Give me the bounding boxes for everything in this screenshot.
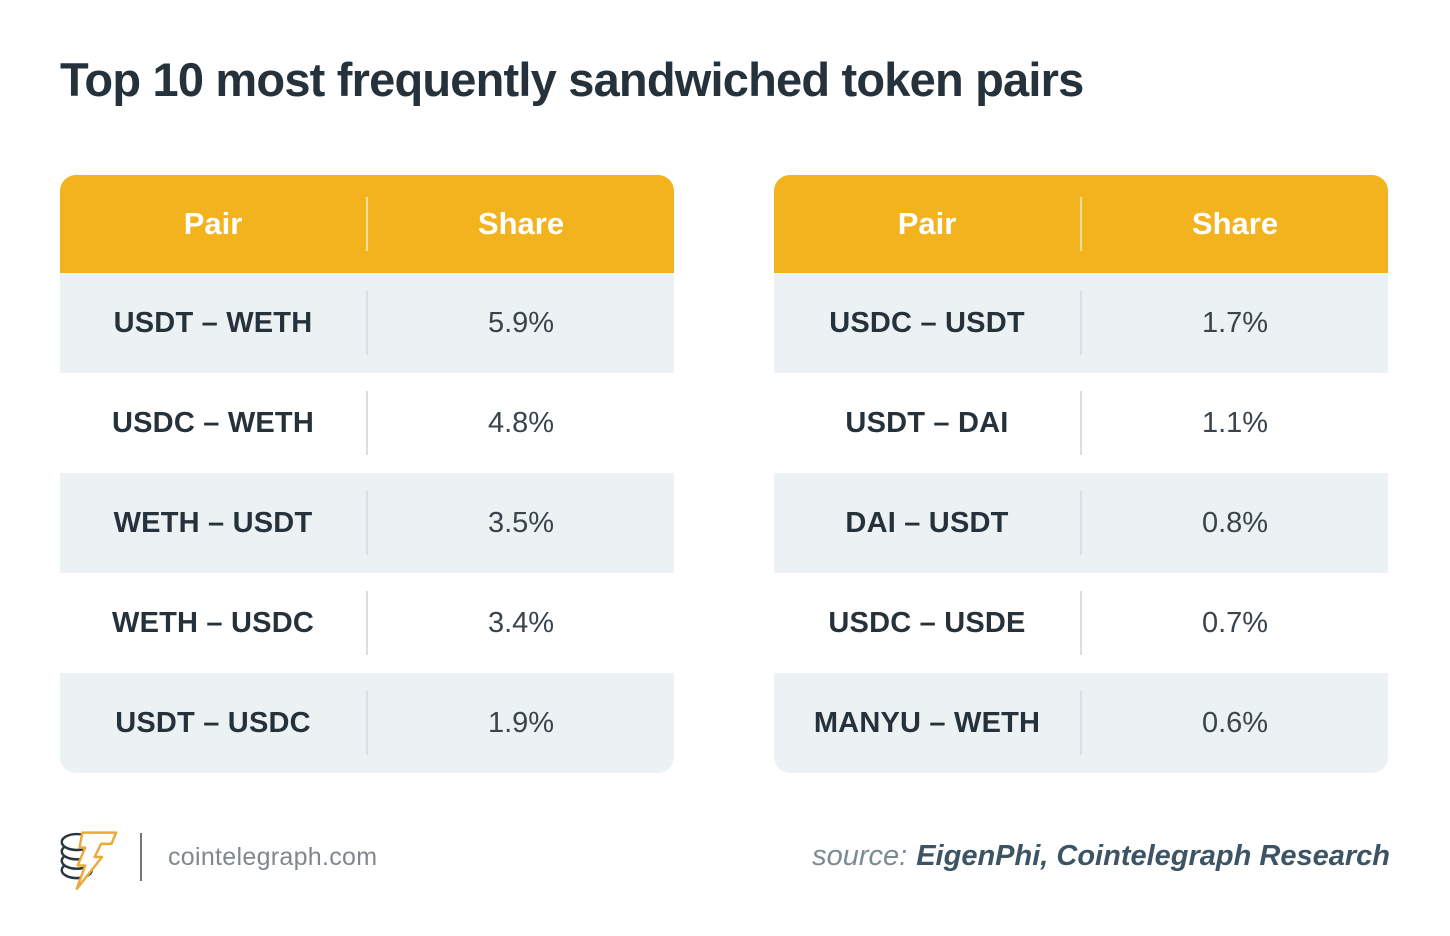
table-row: WETH – USDC 3.4% bbox=[60, 573, 674, 673]
column-header-share: Share bbox=[477, 206, 565, 241]
row-column-divider bbox=[1080, 391, 1082, 455]
row-column-divider bbox=[1080, 691, 1082, 755]
pair-cell: USDT – WETH bbox=[113, 306, 313, 339]
row-column-divider bbox=[1080, 591, 1082, 655]
share-cell: 1.9% bbox=[487, 706, 555, 739]
row-column-divider bbox=[366, 491, 368, 555]
table-row: USDT – USDC 1.9% bbox=[60, 673, 674, 773]
pair-cell: USDC – USDT bbox=[829, 306, 1025, 339]
pair-cell: USDT – DAI bbox=[845, 406, 1009, 439]
source-label: source: bbox=[812, 840, 908, 872]
table-header: Pair Share bbox=[60, 175, 674, 273]
row-column-divider bbox=[366, 691, 368, 755]
pair-cell: USDC – USDE bbox=[828, 606, 1026, 639]
footer-branding: cointelegraph.com bbox=[58, 822, 377, 892]
table-row: USDC – USDT 1.7% bbox=[774, 273, 1388, 373]
pairs-table-left: Pair Share USDT – WETH 5.9% USDC – WETH … bbox=[60, 175, 674, 773]
source-value: EigenPhi, Cointelegraph Research bbox=[916, 840, 1390, 872]
column-header-pair: Pair bbox=[897, 206, 957, 241]
table-row: USDC – USDE 0.7% bbox=[774, 573, 1388, 673]
table-header: Pair Share bbox=[774, 175, 1388, 273]
row-column-divider bbox=[366, 291, 368, 355]
row-column-divider bbox=[1080, 491, 1082, 555]
footer-divider bbox=[140, 833, 142, 881]
table-row: DAI – USDT 0.8% bbox=[774, 473, 1388, 573]
column-header-pair: Pair bbox=[183, 206, 243, 241]
share-cell: 0.6% bbox=[1201, 706, 1269, 739]
share-cell: 1.1% bbox=[1201, 406, 1269, 439]
row-column-divider bbox=[366, 591, 368, 655]
pair-cell: MANYU – WETH bbox=[813, 706, 1041, 739]
row-column-divider bbox=[1080, 291, 1082, 355]
share-cell: 5.9% bbox=[487, 306, 555, 339]
row-column-divider bbox=[366, 391, 368, 455]
pair-cell: USDC – WETH bbox=[112, 406, 314, 439]
table-row: MANYU – WETH 0.6% bbox=[774, 673, 1388, 773]
table-row: WETH – USDT 3.5% bbox=[60, 473, 674, 573]
share-cell: 0.7% bbox=[1201, 606, 1269, 639]
table-row: USDT – WETH 5.9% bbox=[60, 273, 674, 373]
pair-cell: WETH – USDT bbox=[113, 506, 313, 539]
header-column-divider bbox=[366, 197, 368, 251]
header-column-divider bbox=[1080, 197, 1082, 251]
pair-cell: DAI – USDT bbox=[845, 506, 1009, 539]
cointelegraph-logo-icon bbox=[60, 831, 118, 891]
pairs-table-right: Pair Share USDC – USDT 1.7% USDT – DAI 1… bbox=[774, 175, 1388, 773]
page-title: Top 10 most frequently sandwiched token … bbox=[60, 53, 1084, 106]
pair-cell: USDT – USDC bbox=[115, 706, 311, 739]
share-cell: 1.7% bbox=[1201, 306, 1269, 339]
table-row: USDC – WETH 4.8% bbox=[60, 373, 674, 473]
column-header-share: Share bbox=[1191, 206, 1279, 241]
table-row: USDT – DAI 1.1% bbox=[774, 373, 1388, 473]
site-url-label: cointelegraph.com bbox=[168, 842, 378, 871]
share-cell: 3.5% bbox=[487, 506, 555, 539]
lightning-t-icon bbox=[75, 831, 118, 891]
share-cell: 4.8% bbox=[487, 406, 555, 439]
share-cell: 0.8% bbox=[1201, 506, 1269, 539]
share-cell: 3.4% bbox=[487, 606, 555, 639]
pair-cell: WETH – USDC bbox=[112, 606, 314, 639]
source-attribution: source: EigenPhi, Cointelegraph Research bbox=[812, 840, 1390, 873]
tables-container: Pair Share USDT – WETH 5.9% USDC – WETH … bbox=[60, 175, 1388, 773]
